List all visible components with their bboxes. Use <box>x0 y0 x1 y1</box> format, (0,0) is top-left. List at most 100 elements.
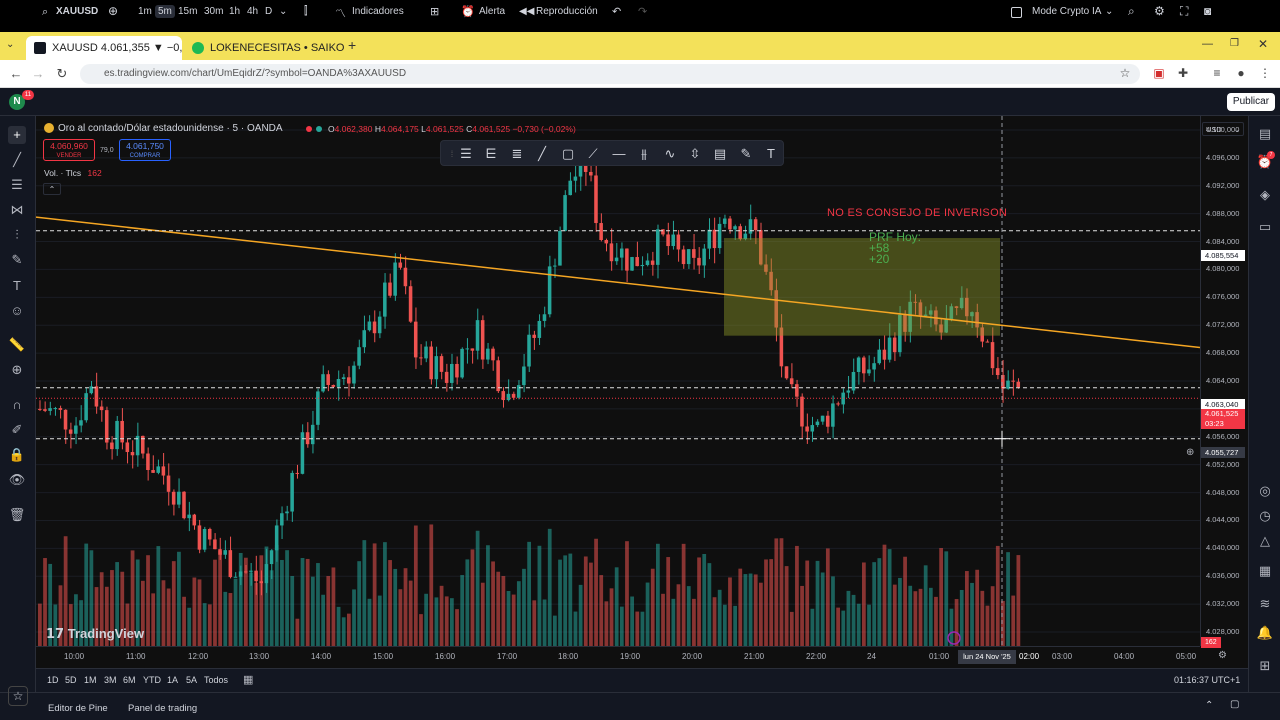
chart-pane[interactable] <box>36 116 1248 668</box>
range-button-5a[interactable]: 5A <box>186 675 198 685</box>
profile-icon[interactable]: ● <box>1237 66 1245 80</box>
mode-checkbox[interactable] <box>1011 7 1022 18</box>
long-position-icon[interactable]: ⫵ <box>641 146 647 161</box>
interval-d[interactable]: D <box>265 6 273 17</box>
note-icon[interactable]: ▤ <box>713 146 727 161</box>
help-star-icon[interactable]: ☆ <box>8 686 28 706</box>
brush-tool-icon[interactable]: ✎ <box>740 146 752 161</box>
tab-list-button[interactable]: ⌄ <box>6 39 15 50</box>
add-alert-icon[interactable]: ⊕ <box>1186 447 1195 458</box>
quick-search-icon[interactable]: ⌕ <box>1128 4 1135 18</box>
browser-menu-icon[interactable]: ⋮ <box>1259 66 1271 80</box>
interval-1m[interactable]: 1m <box>138 6 152 17</box>
tradingview-logo[interactable]: 𝟭𝟳 TradingView <box>46 626 144 642</box>
reload-icon[interactable]: ↻ <box>56 66 68 81</box>
text-icon[interactable]: T <box>13 278 21 293</box>
lock-icon[interactable]: 🔒 <box>8 447 26 462</box>
puzzle-icon[interactable]: ✚ <box>1177 66 1189 80</box>
fib-levels-icon[interactable]: ≣ <box>511 146 523 161</box>
range-button-5d[interactable]: 5D <box>65 675 77 685</box>
brush-icon[interactable]: ✎ <box>11 252 23 267</box>
interval-1h[interactable]: 1h <box>229 6 241 17</box>
drawing-mode-icon[interactable]: ✐ <box>11 422 23 437</box>
browser-tab-xauusd[interactable]: XAUUSD 4.061,355 ▼ −0,09% | × <box>26 36 182 60</box>
ideas-icon[interactable]: △ <box>1260 533 1270 548</box>
interval-dropdown-icon[interactable]: ⌄ <box>279 6 288 17</box>
compare-add-icon[interactable]: ⊕ <box>108 4 119 18</box>
extension-icon[interactable]: ▣ <box>1153 66 1165 80</box>
emoji-icon[interactable]: ☺ <box>10 303 24 318</box>
prf-note[interactable]: PRF Hoy: +58 +20 <box>869 231 921 265</box>
browser-tab-music[interactable]: LOKENECESITAS • SAIKO, C × <box>184 36 344 60</box>
drag-handle-icon[interactable]: ⁞ <box>450 149 454 159</box>
magnet-icon[interactable]: ∩ <box>12 397 22 412</box>
time-axis[interactable] <box>36 646 1200 668</box>
hline-icon[interactable]: — <box>612 146 626 161</box>
warning-note[interactable]: NO ES CONSEJO DE INVERISON <box>827 207 1008 219</box>
bell-icon[interactable]: 🔔 <box>1256 625 1274 640</box>
apps-grid-icon[interactable]: ⊞ <box>1259 658 1271 673</box>
crosshair-icon[interactable]: + <box>8 126 26 144</box>
candle-type-icon[interactable]: ⫿ <box>304 5 308 17</box>
sell-button[interactable]: 4.060,960 VENDER <box>43 139 95 161</box>
redo-icon[interactable]: ↷ <box>638 6 648 18</box>
range-button-3m[interactable]: 3M <box>104 675 117 685</box>
range-button-1a[interactable]: 1A <box>167 675 179 685</box>
replay-icon[interactable]: ◀◀ <box>519 6 535 17</box>
ruler-icon[interactable]: 📏 <box>8 337 26 352</box>
broadcast-icon[interactable]: ≋ <box>1259 596 1271 611</box>
search-icon[interactable]: ⌕ <box>42 6 49 18</box>
alert-icon[interactable]: ⏰ <box>461 6 475 18</box>
interval-15m[interactable]: 15m <box>178 6 198 17</box>
goto-date-icon[interactable]: ▦ <box>243 674 254 686</box>
snapshot-camera-icon[interactable]: ◙ <box>1204 4 1212 18</box>
settings-gear-icon[interactable]: ⚙ <box>1154 4 1165 18</box>
back-icon[interactable]: ← <box>9 66 23 81</box>
close-window-icon[interactable]: ✕ <box>1258 37 1269 51</box>
line-tool-icon[interactable]: ╱ <box>538 146 546 161</box>
wave-icon[interactable]: ∿ <box>664 146 676 161</box>
range-button-1d[interactable]: 1D <box>47 675 59 685</box>
collapse-legend-button[interactable]: ⌃ <box>43 183 61 195</box>
eye-icon[interactable]: 👁 <box>8 472 26 487</box>
horizontal-lines-icon[interactable]: ☰ <box>460 146 472 161</box>
expand-panel-icon[interactable]: ⌃ <box>1205 700 1214 711</box>
price-range-icon[interactable]: ⇳ <box>689 146 701 161</box>
layers-icon[interactable]: ◈ <box>1260 187 1270 202</box>
projection-icon[interactable]: ⫶ <box>15 227 19 242</box>
fullscreen-icon[interactable]: ⛶ <box>1180 4 1189 18</box>
fib-icon[interactable]: ☰ <box>11 177 23 192</box>
indicators-button[interactable]: Indicadores <box>352 6 404 17</box>
mode-dropdown-icon[interactable]: ⌄ <box>1105 6 1114 17</box>
interval-4h[interactable]: 4h <box>247 6 259 17</box>
range-button-ytd[interactable]: YTD <box>143 675 161 685</box>
trend-line-icon[interactable]: ╱ <box>13 152 21 167</box>
range-button-1m[interactable]: 1M <box>84 675 97 685</box>
mode-crypto-label[interactable]: Mode Crypto IA <box>1032 6 1102 17</box>
pine-editor-tab[interactable]: Editor de Pine <box>48 703 108 714</box>
text-tool-icon[interactable]: T <box>767 146 775 161</box>
pattern-icon[interactable]: ⋈ <box>10 202 24 217</box>
legend-title[interactable]: Oro al contado/Dólar estadounidense · 5 … <box>58 123 283 134</box>
range-button-todos[interactable]: Todos <box>204 675 229 685</box>
axis-settings-icon[interactable]: ⚙ <box>1218 650 1227 661</box>
clock-label[interactable]: 01:16:37 UTC+1 <box>1174 675 1241 685</box>
avatar[interactable]: N <box>9 94 25 110</box>
minimize-window-icon[interactable]: — <box>1202 38 1213 50</box>
alert-button[interactable]: Alerta <box>479 6 506 17</box>
trash-icon[interactable]: 🗑 <box>8 507 26 522</box>
media-icon[interactable]: ≡ <box>1213 66 1221 80</box>
forward-icon[interactable]: → <box>31 66 45 81</box>
interval-5m[interactable]: 5m <box>155 5 175 18</box>
bookmark-star-icon[interactable]: ☆ <box>1119 66 1131 80</box>
new-tab-button[interactable]: + <box>348 37 357 53</box>
publish-button[interactable]: Publicar <box>1227 93 1275 111</box>
undo-icon[interactable]: ↶ <box>612 6 622 18</box>
calendar-icon[interactable]: ▦ <box>1258 563 1272 578</box>
interval-30m[interactable]: 30m <box>204 6 224 17</box>
replay-button[interactable]: Reproducción <box>536 6 598 17</box>
target-icon[interactable]: ◎ <box>1259 483 1271 498</box>
clock-icon[interactable]: ◷ <box>1259 508 1271 523</box>
symbol-search-button[interactable]: XAUUSD <box>56 6 99 17</box>
path-icon[interactable]: ⟋ <box>588 146 598 161</box>
